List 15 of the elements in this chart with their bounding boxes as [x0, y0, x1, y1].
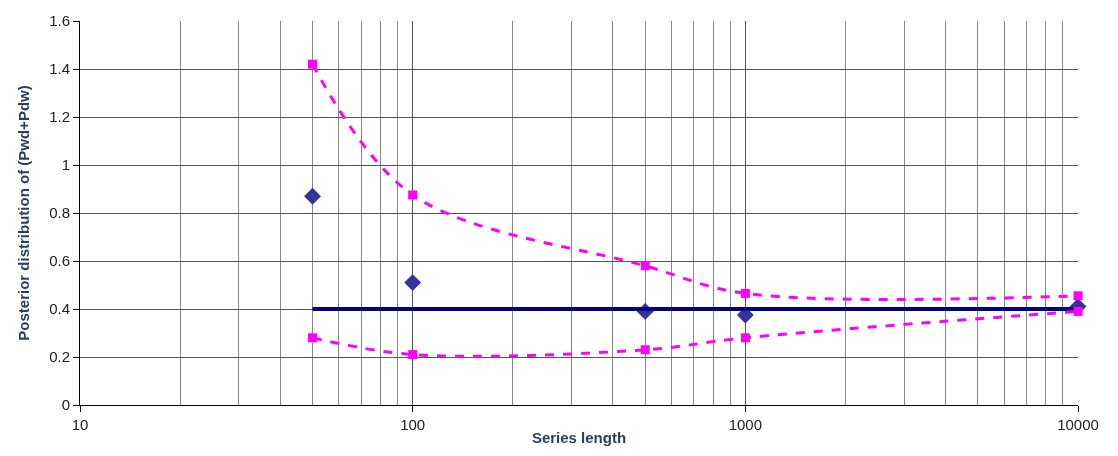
- x-tick-label: 10: [71, 416, 89, 433]
- y-tick-label: 1: [61, 156, 70, 174]
- y-tick-label: 0.4: [49, 300, 70, 318]
- x-tick-label: 100: [400, 416, 426, 433]
- x-tick-label: 1000: [728, 416, 763, 433]
- y-tick-label: 1.6: [49, 12, 70, 30]
- y-tick-label: 1.2: [49, 108, 70, 126]
- y-tick-label: 0.2: [49, 348, 70, 366]
- y-tick-label: 0: [61, 396, 70, 414]
- x-axis-title: Series length: [531, 429, 627, 446]
- x-tick-label: 10000: [1057, 416, 1099, 433]
- y-tick-label: 1.4: [49, 60, 70, 78]
- y-tick-label: 0.6: [49, 252, 70, 270]
- y-axis-title: Posterior distribution of (Pwd+Pdw): [15, 85, 33, 341]
- y-tick-label: 0.8: [49, 204, 70, 222]
